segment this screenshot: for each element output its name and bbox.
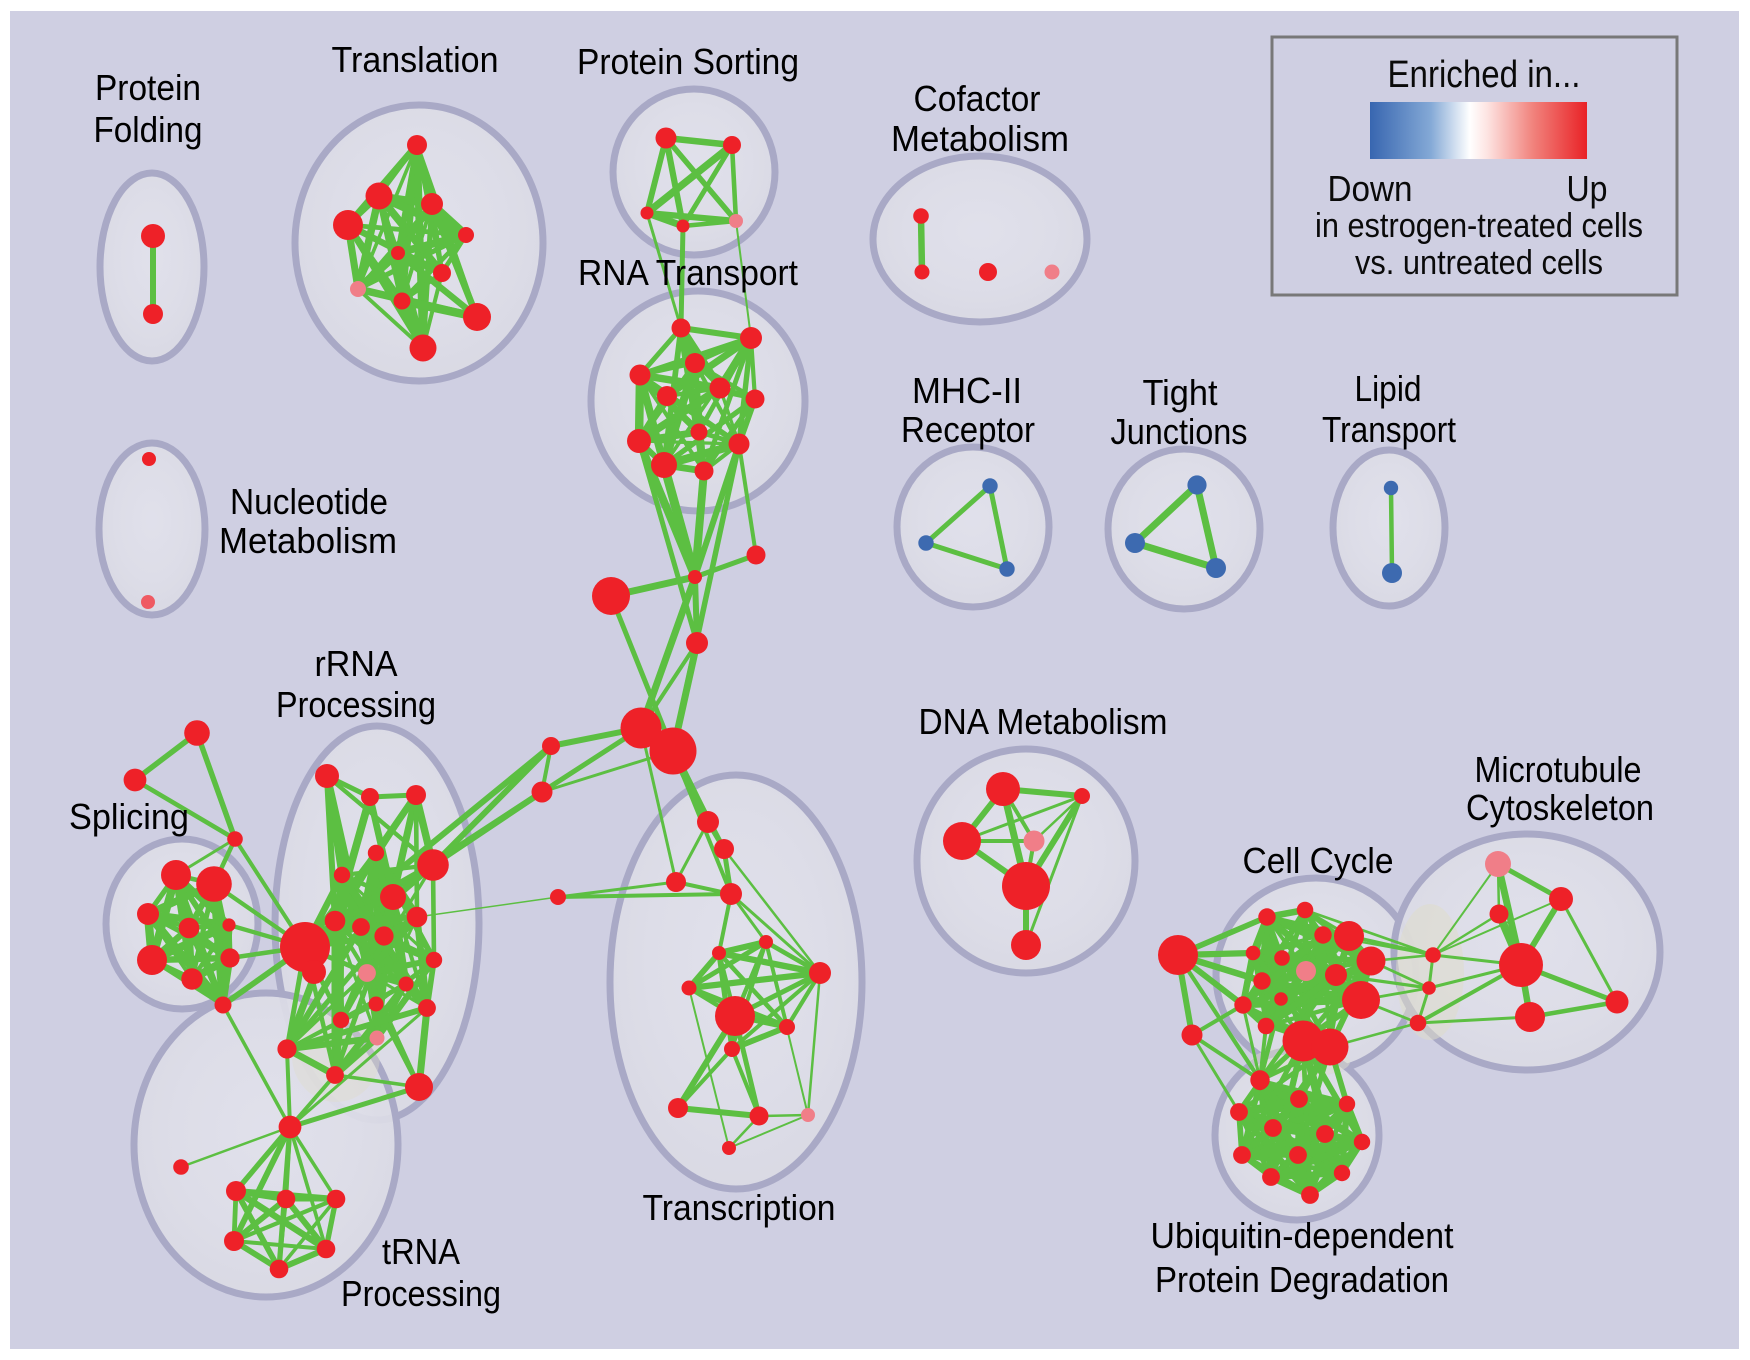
svg-text:DNA Metabolism: DNA Metabolism — [919, 701, 1168, 742]
svg-text:Protein: Protein — [95, 67, 201, 108]
svg-text:Protein Sorting: Protein Sorting — [577, 41, 799, 82]
svg-text:Cell Cycle: Cell Cycle — [1243, 840, 1394, 881]
svg-text:Transport: Transport — [1322, 409, 1456, 450]
svg-text:Transcription: Transcription — [643, 1187, 836, 1228]
svg-text:Cytoskeleton: Cytoskeleton — [1466, 787, 1654, 828]
svg-text:Processing: Processing — [341, 1273, 501, 1314]
svg-text:RNA Transport: RNA Transport — [578, 252, 798, 293]
svg-text:Up: Up — [1567, 168, 1608, 209]
svg-text:Nucleotide: Nucleotide — [230, 481, 388, 522]
svg-text:Tight: Tight — [1143, 372, 1218, 413]
svg-text:Metabolism: Metabolism — [219, 520, 397, 561]
svg-text:Down: Down — [1328, 168, 1413, 209]
svg-text:tRNA: tRNA — [382, 1231, 460, 1272]
svg-text:vs. untreated cells: vs. untreated cells — [1355, 244, 1603, 282]
svg-text:Splicing: Splicing — [69, 796, 189, 837]
svg-text:Processing: Processing — [276, 684, 436, 725]
svg-text:Ubiquitin-dependent: Ubiquitin-dependent — [1151, 1215, 1454, 1256]
svg-text:Junctions: Junctions — [1111, 411, 1248, 452]
svg-text:Microtubule: Microtubule — [1475, 749, 1642, 790]
svg-text:Lipid: Lipid — [1355, 368, 1422, 409]
svg-text:in estrogen-treated cells: in estrogen-treated cells — [1315, 207, 1643, 245]
svg-text:Metabolism: Metabolism — [891, 118, 1069, 159]
svg-text:Cofactor: Cofactor — [914, 78, 1041, 119]
svg-text:rRNA: rRNA — [315, 643, 398, 684]
svg-text:Protein Degradation: Protein Degradation — [1155, 1259, 1449, 1300]
svg-text:MHC-II: MHC-II — [912, 370, 1022, 411]
svg-text:Receptor: Receptor — [901, 409, 1035, 450]
svg-text:Translation: Translation — [332, 39, 499, 80]
svg-text:Folding: Folding — [94, 109, 203, 150]
svg-text:Enriched in...: Enriched in... — [1388, 54, 1581, 96]
